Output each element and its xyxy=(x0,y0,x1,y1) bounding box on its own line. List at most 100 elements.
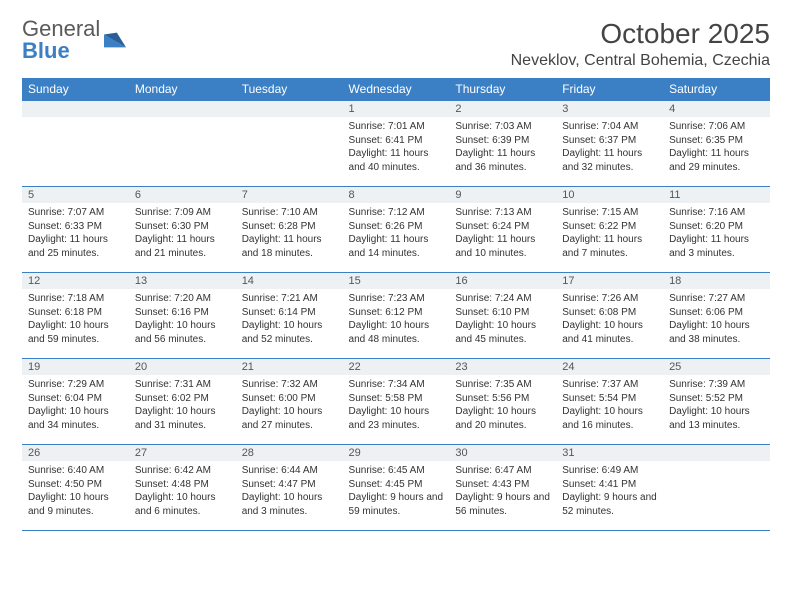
calendar-cell: 21Sunrise: 7:32 AMSunset: 6:00 PMDayligh… xyxy=(236,358,343,444)
calendar-cell: 18Sunrise: 7:27 AMSunset: 6:06 PMDayligh… xyxy=(663,272,770,358)
day-number: 16 xyxy=(449,272,556,289)
day-details: Sunrise: 7:23 AMSunset: 6:12 PMDaylight:… xyxy=(343,289,450,351)
day-number: 6 xyxy=(129,186,236,203)
day-number: 29 xyxy=(343,444,450,461)
location-subtitle: Neveklov, Central Bohemia, Czechia xyxy=(511,52,770,70)
day-details: Sunrise: 7:26 AMSunset: 6:08 PMDaylight:… xyxy=(556,289,663,351)
calendar-cell: 31Sunrise: 6:49 AMSunset: 4:41 PMDayligh… xyxy=(556,444,663,530)
brand-line1: General xyxy=(22,18,100,40)
day-number: 4 xyxy=(663,100,770,117)
weekday-header: Wednesday xyxy=(343,78,450,100)
calendar-cell: 4Sunrise: 7:06 AMSunset: 6:35 PMDaylight… xyxy=(663,100,770,186)
calendar-cell: 11Sunrise: 7:16 AMSunset: 6:20 PMDayligh… xyxy=(663,186,770,272)
calendar-cell xyxy=(236,100,343,186)
day-details: Sunrise: 6:42 AMSunset: 4:48 PMDaylight:… xyxy=(129,461,236,523)
day-number: 13 xyxy=(129,272,236,289)
day-details: Sunrise: 6:44 AMSunset: 4:47 PMDaylight:… xyxy=(236,461,343,523)
calendar-week-row: 1Sunrise: 7:01 AMSunset: 6:41 PMDaylight… xyxy=(22,100,770,186)
day-number xyxy=(129,100,236,117)
day-details: Sunrise: 6:45 AMSunset: 4:45 PMDaylight:… xyxy=(343,461,450,523)
day-details xyxy=(236,117,343,125)
weekday-header: Sunday xyxy=(22,78,129,100)
calendar-cell xyxy=(22,100,129,186)
weekday-header: Monday xyxy=(129,78,236,100)
calendar-cell: 13Sunrise: 7:20 AMSunset: 6:16 PMDayligh… xyxy=(129,272,236,358)
day-number: 15 xyxy=(343,272,450,289)
day-number: 22 xyxy=(343,358,450,375)
day-number: 27 xyxy=(129,444,236,461)
calendar-cell: 16Sunrise: 7:24 AMSunset: 6:10 PMDayligh… xyxy=(449,272,556,358)
calendar-cell: 2Sunrise: 7:03 AMSunset: 6:39 PMDaylight… xyxy=(449,100,556,186)
day-details: Sunrise: 7:10 AMSunset: 6:28 PMDaylight:… xyxy=(236,203,343,265)
calendar-head: SundayMondayTuesdayWednesdayThursdayFrid… xyxy=(22,78,770,100)
day-details: Sunrise: 7:24 AMSunset: 6:10 PMDaylight:… xyxy=(449,289,556,351)
day-number: 2 xyxy=(449,100,556,117)
calendar-cell: 12Sunrise: 7:18 AMSunset: 6:18 PMDayligh… xyxy=(22,272,129,358)
day-number: 5 xyxy=(22,186,129,203)
day-number: 8 xyxy=(343,186,450,203)
day-details: Sunrise: 7:01 AMSunset: 6:41 PMDaylight:… xyxy=(343,117,450,179)
calendar-cell: 25Sunrise: 7:39 AMSunset: 5:52 PMDayligh… xyxy=(663,358,770,444)
brand-logo: General Blue xyxy=(22,18,126,62)
day-details: Sunrise: 7:35 AMSunset: 5:56 PMDaylight:… xyxy=(449,375,556,437)
day-number: 1 xyxy=(343,100,450,117)
calendar-cell: 27Sunrise: 6:42 AMSunset: 4:48 PMDayligh… xyxy=(129,444,236,530)
calendar-cell: 10Sunrise: 7:15 AMSunset: 6:22 PMDayligh… xyxy=(556,186,663,272)
calendar-cell: 24Sunrise: 7:37 AMSunset: 5:54 PMDayligh… xyxy=(556,358,663,444)
month-title: October 2025 xyxy=(511,18,770,50)
calendar-cell: 7Sunrise: 7:10 AMSunset: 6:28 PMDaylight… xyxy=(236,186,343,272)
day-details xyxy=(663,461,770,469)
day-details: Sunrise: 7:27 AMSunset: 6:06 PMDaylight:… xyxy=(663,289,770,351)
weekday-header: Friday xyxy=(556,78,663,100)
calendar-cell: 15Sunrise: 7:23 AMSunset: 6:12 PMDayligh… xyxy=(343,272,450,358)
calendar-body: 1Sunrise: 7:01 AMSunset: 6:41 PMDaylight… xyxy=(22,100,770,530)
day-number xyxy=(236,100,343,117)
brand-line2: Blue xyxy=(22,40,100,62)
weekday-header: Saturday xyxy=(663,78,770,100)
calendar-cell: 6Sunrise: 7:09 AMSunset: 6:30 PMDaylight… xyxy=(129,186,236,272)
day-details: Sunrise: 7:32 AMSunset: 6:00 PMDaylight:… xyxy=(236,375,343,437)
day-details: Sunrise: 7:31 AMSunset: 6:02 PMDaylight:… xyxy=(129,375,236,437)
day-number: 24 xyxy=(556,358,663,375)
day-number: 26 xyxy=(22,444,129,461)
day-details: Sunrise: 6:49 AMSunset: 4:41 PMDaylight:… xyxy=(556,461,663,523)
day-details: Sunrise: 7:04 AMSunset: 6:37 PMDaylight:… xyxy=(556,117,663,179)
day-number: 9 xyxy=(449,186,556,203)
calendar-cell: 30Sunrise: 6:47 AMSunset: 4:43 PMDayligh… xyxy=(449,444,556,530)
day-number: 31 xyxy=(556,444,663,461)
day-details: Sunrise: 7:39 AMSunset: 5:52 PMDaylight:… xyxy=(663,375,770,437)
day-number: 30 xyxy=(449,444,556,461)
day-details: Sunrise: 7:29 AMSunset: 6:04 PMDaylight:… xyxy=(22,375,129,437)
day-details: Sunrise: 7:03 AMSunset: 6:39 PMDaylight:… xyxy=(449,117,556,179)
day-number: 14 xyxy=(236,272,343,289)
day-number: 25 xyxy=(663,358,770,375)
day-number: 19 xyxy=(22,358,129,375)
day-number: 28 xyxy=(236,444,343,461)
calendar-cell: 5Sunrise: 7:07 AMSunset: 6:33 PMDaylight… xyxy=(22,186,129,272)
day-details: Sunrise: 7:20 AMSunset: 6:16 PMDaylight:… xyxy=(129,289,236,351)
day-number: 17 xyxy=(556,272,663,289)
day-details: Sunrise: 7:21 AMSunset: 6:14 PMDaylight:… xyxy=(236,289,343,351)
calendar-cell: 28Sunrise: 6:44 AMSunset: 4:47 PMDayligh… xyxy=(236,444,343,530)
calendar-cell: 3Sunrise: 7:04 AMSunset: 6:37 PMDaylight… xyxy=(556,100,663,186)
calendar-cell: 26Sunrise: 6:40 AMSunset: 4:50 PMDayligh… xyxy=(22,444,129,530)
calendar-week-row: 19Sunrise: 7:29 AMSunset: 6:04 PMDayligh… xyxy=(22,358,770,444)
day-number: 20 xyxy=(129,358,236,375)
calendar-week-row: 26Sunrise: 6:40 AMSunset: 4:50 PMDayligh… xyxy=(22,444,770,530)
day-number: 11 xyxy=(663,186,770,203)
calendar-cell: 22Sunrise: 7:34 AMSunset: 5:58 PMDayligh… xyxy=(343,358,450,444)
day-details xyxy=(22,117,129,125)
calendar-cell: 19Sunrise: 7:29 AMSunset: 6:04 PMDayligh… xyxy=(22,358,129,444)
calendar-cell: 9Sunrise: 7:13 AMSunset: 6:24 PMDaylight… xyxy=(449,186,556,272)
calendar-cell: 14Sunrise: 7:21 AMSunset: 6:14 PMDayligh… xyxy=(236,272,343,358)
day-details: Sunrise: 7:18 AMSunset: 6:18 PMDaylight:… xyxy=(22,289,129,351)
day-details: Sunrise: 7:15 AMSunset: 6:22 PMDaylight:… xyxy=(556,203,663,265)
day-details: Sunrise: 6:47 AMSunset: 4:43 PMDaylight:… xyxy=(449,461,556,523)
day-details: Sunrise: 7:06 AMSunset: 6:35 PMDaylight:… xyxy=(663,117,770,179)
weekday-header: Tuesday xyxy=(236,78,343,100)
day-number xyxy=(663,444,770,461)
calendar-cell xyxy=(663,444,770,530)
day-number: 18 xyxy=(663,272,770,289)
calendar-table: SundayMondayTuesdayWednesdayThursdayFrid… xyxy=(22,78,770,531)
day-details: Sunrise: 7:12 AMSunset: 6:26 PMDaylight:… xyxy=(343,203,450,265)
